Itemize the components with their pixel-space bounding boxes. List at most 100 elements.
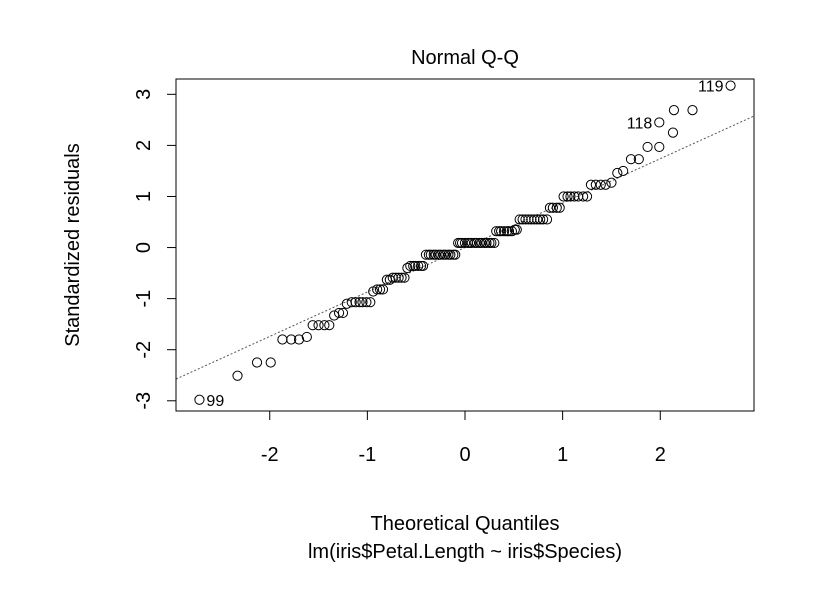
point-label-119: 119	[698, 79, 724, 96]
data-point	[450, 249, 461, 260]
data-point	[612, 167, 623, 179]
data-point	[333, 307, 345, 319]
data-point	[642, 141, 653, 153]
data-point	[486, 237, 497, 249]
data-point	[558, 191, 569, 202]
point-labels-group: 119 118 99	[206, 79, 723, 410]
data-point	[725, 80, 736, 91]
data-point	[544, 202, 556, 213]
data-point	[313, 320, 324, 331]
data-point	[532, 214, 543, 225]
data-point	[396, 272, 407, 283]
data-point	[459, 237, 471, 249]
data-point	[194, 394, 205, 405]
y-tick-label: 0	[133, 242, 155, 253]
data-point	[435, 249, 446, 260]
data-point	[471, 237, 482, 249]
data-point	[440, 249, 451, 260]
data-point	[286, 334, 297, 345]
points-group	[194, 80, 736, 405]
data-point	[496, 226, 507, 237]
data-point	[251, 357, 263, 368]
data-point	[445, 249, 456, 260]
data-point	[420, 249, 432, 260]
data-point	[535, 214, 546, 225]
data-point	[402, 262, 413, 274]
data-point	[425, 249, 436, 260]
data-point	[337, 307, 349, 319]
data-point	[481, 237, 492, 249]
y-axis: -3 -2 -1 0 1 2 3	[133, 89, 177, 410]
data-point	[466, 237, 477, 249]
data-point	[590, 179, 601, 190]
data-point	[430, 249, 441, 260]
y-tick-label: 1	[133, 191, 155, 202]
data-point	[625, 154, 637, 165]
data-point	[293, 334, 305, 345]
data-point	[489, 237, 500, 249]
data-point	[307, 320, 318, 331]
data-point	[393, 272, 404, 283]
x-tick-label: -2	[261, 444, 279, 466]
data-point	[354, 297, 365, 308]
data-point	[491, 226, 502, 237]
data-point	[551, 202, 562, 213]
y-tick-label: -3	[133, 392, 155, 410]
x-tick-label: 2	[655, 444, 666, 466]
data-point	[503, 226, 515, 237]
data-point	[377, 284, 389, 295]
y-tick-label: -1	[133, 290, 155, 308]
plot-frame	[175, 78, 755, 412]
data-point	[538, 214, 549, 225]
data-point	[232, 370, 243, 381]
chart-title: Normal Q-Q	[411, 47, 519, 69]
data-point	[554, 202, 565, 213]
data-point	[578, 191, 589, 202]
data-point	[654, 141, 665, 153]
y-tick-label: 3	[133, 89, 155, 100]
point-label-99: 99	[206, 393, 224, 410]
data-point	[606, 177, 617, 188]
data-point	[511, 224, 522, 235]
data-point	[357, 297, 368, 308]
data-point	[410, 260, 421, 272]
y-axis-label: Standardized residuals	[62, 143, 84, 346]
data-point	[405, 260, 416, 272]
point-label-118: 118	[627, 115, 653, 132]
data-point	[585, 179, 597, 190]
data-point	[277, 334, 288, 345]
data-point	[667, 127, 679, 138]
x-tick-label: 1	[557, 444, 568, 466]
data-point	[476, 237, 487, 249]
data-point	[562, 191, 573, 202]
data-point	[456, 237, 468, 249]
data-point	[498, 226, 510, 237]
y-tick-label: -2	[133, 341, 155, 359]
data-point	[687, 105, 698, 116]
x-tick-label: -1	[358, 444, 376, 466]
data-point	[319, 320, 330, 331]
data-point	[668, 105, 680, 116]
data-point	[374, 284, 386, 295]
data-point	[633, 154, 644, 165]
y-tick-label: 2	[133, 140, 155, 151]
data-point	[372, 284, 383, 295]
data-point	[595, 179, 606, 190]
data-point	[618, 165, 629, 177]
data-point	[600, 179, 611, 190]
data-point	[506, 226, 517, 237]
data-point	[541, 214, 553, 225]
data-point	[654, 117, 665, 128]
data-point	[417, 260, 429, 272]
x-axis-label: Theoretical Quantiles	[371, 513, 560, 535]
data-point	[346, 297, 357, 308]
data-point	[581, 191, 593, 202]
data-point	[365, 297, 376, 308]
x-axis: -2 -1 0 1 2	[261, 410, 666, 466]
data-point	[565, 191, 576, 202]
data-point	[547, 202, 558, 213]
data-point	[350, 297, 361, 308]
data-point	[413, 260, 424, 272]
data-point	[301, 331, 312, 343]
